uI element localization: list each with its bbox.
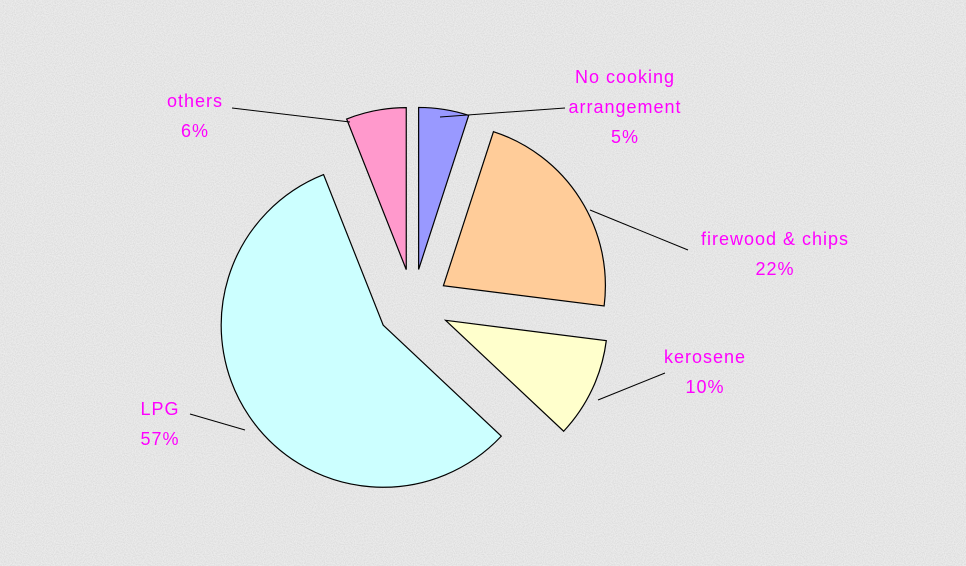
pie-slice	[442, 130, 606, 307]
slice-label: LPG 57%	[110, 394, 210, 454]
pie-slice	[220, 173, 503, 488]
leader-line	[589, 209, 689, 251]
category-label: LPG	[140, 399, 180, 419]
leader-line	[189, 413, 246, 431]
category-label: kerosene	[663, 347, 747, 367]
pie-slice	[345, 107, 407, 270]
leader-line	[231, 107, 351, 123]
leader-line	[597, 372, 666, 401]
slice-label: No cooking arrangement 5%	[560, 62, 690, 152]
value-label: 22%	[755, 259, 795, 279]
value-label: 5%	[610, 127, 639, 147]
slice-label: others 6%	[140, 86, 250, 146]
leader-line	[439, 107, 566, 118]
slice-label: firewood & chips 22%	[680, 224, 870, 284]
value-label: 10%	[685, 377, 725, 397]
category-label: No cooking arrangement	[568, 67, 682, 117]
category-label: others	[166, 91, 224, 111]
value-label: 57%	[140, 429, 180, 449]
pie-slice	[443, 319, 607, 433]
value-label: 6%	[180, 121, 209, 141]
category-label: firewood & chips	[700, 229, 850, 249]
slice-label: kerosene 10%	[650, 342, 760, 402]
